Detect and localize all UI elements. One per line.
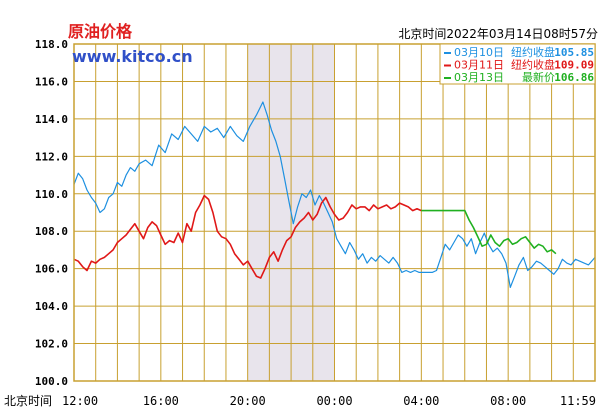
x-tick-label: 16:00 [143, 394, 179, 408]
x-tick-label: 00:00 [316, 394, 352, 408]
legend-box [439, 43, 596, 85]
series-line-2 [73, 194, 422, 279]
plot-frame [73, 43, 596, 382]
legend-date: 03月10日 [454, 46, 504, 59]
y-tick-label: 112.0 [35, 150, 68, 163]
timestamp-label: 北京时间2022年03月14日08时57分 [398, 27, 598, 41]
x-tick-label: 20:00 [230, 394, 266, 408]
legend-date: 03月13日 [454, 71, 504, 84]
y-tick-label: 108.0 [35, 225, 68, 238]
y-tick-label: 106.0 [35, 263, 68, 276]
legend-status: 纽约收盘 [511, 58, 555, 72]
x-tick-label: 12:00 [62, 394, 98, 408]
x-tick-label: 04:00 [403, 394, 439, 408]
legend-entry: 03月11日 纽约收盘 109.09 [444, 58, 594, 72]
x-axis-label: 北京时间 [4, 394, 52, 408]
legend-entry: 03月13日 最新价 106.86 [444, 70, 594, 84]
x-tick-label: 08:00 [490, 394, 526, 408]
y-tick-label: 114.0 [35, 113, 68, 126]
legend-entry: 03月10日 纽约收盘 105.85 [444, 45, 594, 59]
x-tick-label: 11:59 [560, 394, 596, 408]
y-tick-label: 102.0 [35, 338, 68, 351]
series-line-3 [421, 209, 557, 255]
y-tick-label: 100.0 [35, 375, 68, 388]
y-tick-label: 116.0 [35, 75, 68, 88]
y-tick-label: 118.0 [35, 38, 68, 51]
y-tick-label: 110.0 [35, 188, 68, 201]
legend-value: 106.86 [554, 71, 594, 84]
legend-status: 最新价 [522, 70, 555, 84]
y-tick-label: 104.0 [35, 300, 68, 313]
chart-title: 原油价格 [68, 22, 133, 41]
legend-value: 105.85 [554, 46, 594, 59]
legend-date: 03月11日 [454, 59, 504, 72]
site-watermark: www.kitco.cn [72, 47, 193, 66]
legend-value: 109.09 [554, 59, 594, 72]
series-line-1 [73, 101, 596, 288]
legend-status: 纽约收盘 [511, 45, 555, 59]
